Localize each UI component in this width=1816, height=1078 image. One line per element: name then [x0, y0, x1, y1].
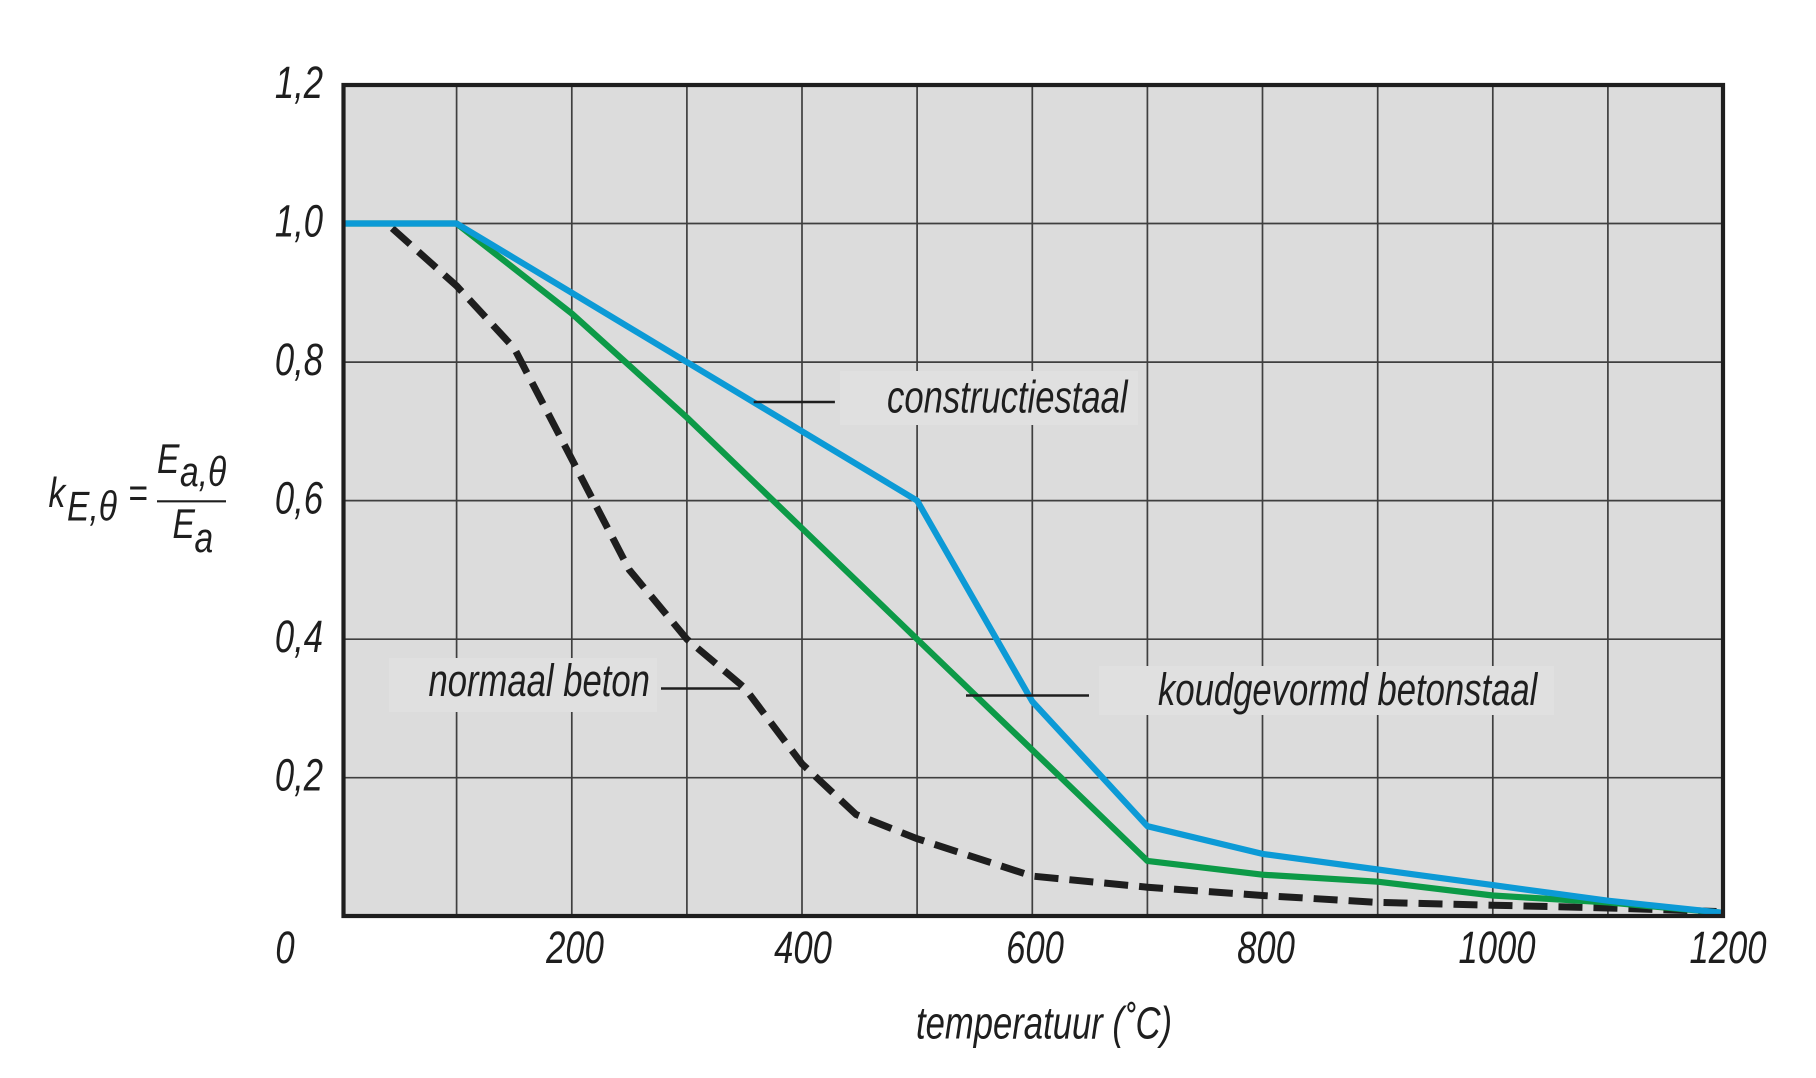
svg-text:200: 200 [545, 923, 604, 973]
svg-text:k: k [49, 471, 68, 517]
svg-text:0,2: 0,2 [275, 750, 323, 800]
svg-text:0,6: 0,6 [275, 473, 324, 523]
svg-text:800: 800 [1237, 923, 1295, 973]
svg-text:600: 600 [1006, 923, 1064, 973]
svg-text:0,4: 0,4 [275, 612, 323, 662]
svg-text:a: a [195, 516, 214, 562]
svg-text:=: = [128, 471, 148, 517]
svg-text:0,8: 0,8 [275, 335, 324, 385]
svg-text:1,0: 1,0 [275, 196, 323, 246]
svg-text:E: E [157, 437, 180, 483]
svg-text:0: 0 [275, 923, 294, 973]
svg-text:1000: 1000 [1458, 923, 1535, 973]
svg-text:a,θ: a,θ [180, 450, 227, 496]
svg-text:constructiestaal: constructiestaal [887, 372, 1129, 422]
svg-text:temperatuur (˚C): temperatuur (˚C) [916, 998, 1172, 1048]
svg-text:1200: 1200 [1689, 923, 1766, 973]
svg-text:1,2: 1,2 [275, 58, 323, 108]
svg-text:koudgevormd betonstaal: koudgevormd betonstaal [1158, 665, 1538, 715]
svg-text:400: 400 [774, 923, 832, 973]
svg-text:E: E [173, 502, 196, 548]
svg-text:E,θ: E,θ [67, 484, 117, 530]
svg-text:normaal beton: normaal beton [429, 656, 650, 706]
